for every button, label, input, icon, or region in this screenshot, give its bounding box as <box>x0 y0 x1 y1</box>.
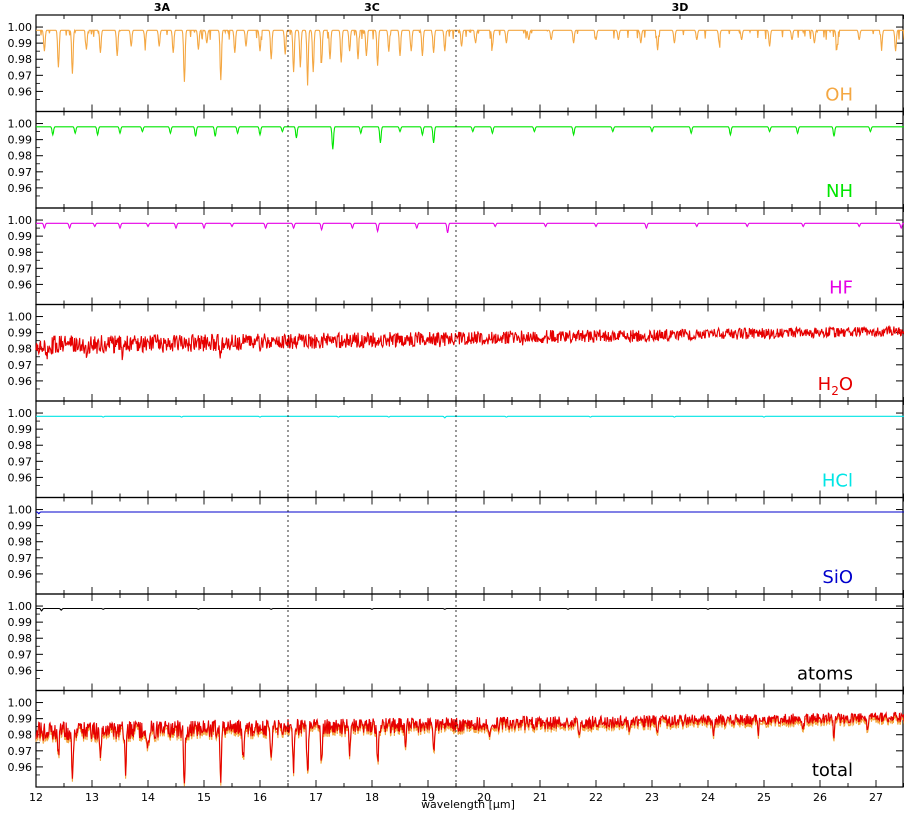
y-tick-label: 0.99 <box>8 134 33 147</box>
x-tick-label: 19 <box>421 791 435 804</box>
x-tick-label: 22 <box>589 791 603 804</box>
y-tick-label: 0.98 <box>8 343 33 356</box>
region-label-3c: 3C <box>364 1 380 14</box>
series-line-hf <box>36 222 904 234</box>
y-tick-label: 1.00 <box>8 504 33 517</box>
y-tick-label: 0.96 <box>8 761 33 774</box>
y-tick-label: 0.97 <box>8 552 33 565</box>
x-tick-label: 26 <box>813 791 827 804</box>
series-line-nh <box>36 126 904 150</box>
y-tick-label: 0.99 <box>8 327 33 340</box>
region-label-3a: 3A <box>154 1 171 14</box>
x-tick-label: 17 <box>309 791 323 804</box>
x-tick-label: 25 <box>757 791 771 804</box>
series-line-total <box>35 711 904 784</box>
x-tick-label: 24 <box>701 791 715 804</box>
y-tick-label: 1.00 <box>8 600 33 613</box>
y-tick-label: 0.99 <box>8 616 33 629</box>
series-line-atoms <box>36 607 904 612</box>
y-tick-label: 0.96 <box>8 278 33 291</box>
y-tick-label: 0.97 <box>8 166 33 179</box>
y-tick-label: 0.98 <box>8 439 33 452</box>
series-line-hcl <box>36 415 904 419</box>
panel-oh: 0.96 0.97 0.98 0.99 1.00 OH <box>8 14 904 113</box>
x-tick-label: 12 <box>29 791 43 804</box>
panel-label-sio: SiO <box>822 567 853 588</box>
panel-label-hf: HF <box>829 278 853 299</box>
y-tick-label: 0.99 <box>8 37 33 50</box>
x-tick-label: 27 <box>869 791 883 804</box>
region-labels: 3A 3C 3D <box>154 1 688 14</box>
y-tick-label: 0.99 <box>8 713 33 726</box>
x-axis: 12 13 14 15 16 17 18 19 20 21 22 23 24 25 26 27 <box>29 791 883 804</box>
y-tick-label: 0.96 <box>8 664 33 677</box>
y-tick-label: 0.96 <box>8 85 33 98</box>
y-tick-label: 0.98 <box>8 536 33 549</box>
y-tick-label: 0.97 <box>8 69 33 82</box>
series-line-sio <box>36 511 904 515</box>
series-line-h2o <box>35 324 904 361</box>
y-tick-label: 0.99 <box>8 520 33 533</box>
x-tick-label: 18 <box>365 791 379 804</box>
y-tick-label: 0.98 <box>8 246 33 259</box>
y-tick-label: 0.99 <box>8 230 33 243</box>
y-tick-label: 0.96 <box>8 375 33 388</box>
region-label-3d: 3D <box>672 1 689 14</box>
panel-total: 0.96 0.97 0.98 0.99 1.00 total <box>8 689 904 788</box>
panel-frame <box>35 110 904 209</box>
x-tick-label: 14 <box>141 791 155 804</box>
y-tick-label: 0.97 <box>8 359 33 372</box>
x-tick-label: 16 <box>253 791 267 804</box>
y-tick-label: 1.00 <box>8 407 33 420</box>
x-axis-label: wavelength [μm] <box>421 798 515 811</box>
panel-frame <box>35 207 904 306</box>
y-tick-label: 0.98 <box>8 53 33 66</box>
series-line-oh <box>36 28 904 86</box>
y-tick-label: 0.98 <box>8 150 33 163</box>
y-tick-label: 0.97 <box>8 648 33 661</box>
y-tick-label: 1.00 <box>8 21 33 34</box>
y-tick-label: 0.96 <box>8 182 33 195</box>
panel-label-total: total <box>812 760 853 781</box>
panel-label-oh: OH <box>825 85 853 106</box>
x-tick-label: 13 <box>85 791 99 804</box>
panel-frame <box>35 14 904 113</box>
y-tick-label: 1.00 <box>8 697 33 710</box>
panel-frame <box>35 303 904 402</box>
y-tick-label: 1.00 <box>8 311 33 324</box>
y-tick-label: 0.96 <box>8 568 33 581</box>
region-dividers <box>287 15 457 787</box>
x-tick-label: 20 <box>477 791 491 804</box>
y-tick-label: 0.98 <box>8 729 33 742</box>
panel-frame <box>35 689 904 788</box>
x-tick-label: 21 <box>533 791 547 804</box>
y-tick-label: 1.00 <box>8 214 33 227</box>
x-tick-label: 15 <box>197 791 211 804</box>
panel-frame <box>35 400 904 499</box>
panel-label-h2o: H2O <box>818 374 853 398</box>
y-tick-label: 0.98 <box>8 632 33 645</box>
y-tick-label: 0.96 <box>8 471 33 484</box>
y-tick-label: 0.99 <box>8 423 33 436</box>
panels-layer: 0.96 0.97 0.98 0.99 1.00 OH 0.96 0.97 0.98 0.99 1.… <box>8 14 904 788</box>
panel-label-atoms: atoms <box>797 664 853 685</box>
panel-sio: 0.96 0.97 0.98 0.99 1.00 SiO <box>8 496 904 595</box>
y-tick-label: 1.00 <box>8 118 33 131</box>
y-tick-label: 0.97 <box>8 745 33 758</box>
panel-atoms: 0.96 0.97 0.98 0.99 1.00 atoms <box>8 593 904 692</box>
y-tick-label: 0.97 <box>8 262 33 275</box>
panel-label-hcl: HCl <box>822 471 853 492</box>
y-tick-label: 0.97 <box>8 455 33 468</box>
panel-label-nh: NH <box>826 181 853 202</box>
x-tick-label: 23 <box>645 791 659 804</box>
